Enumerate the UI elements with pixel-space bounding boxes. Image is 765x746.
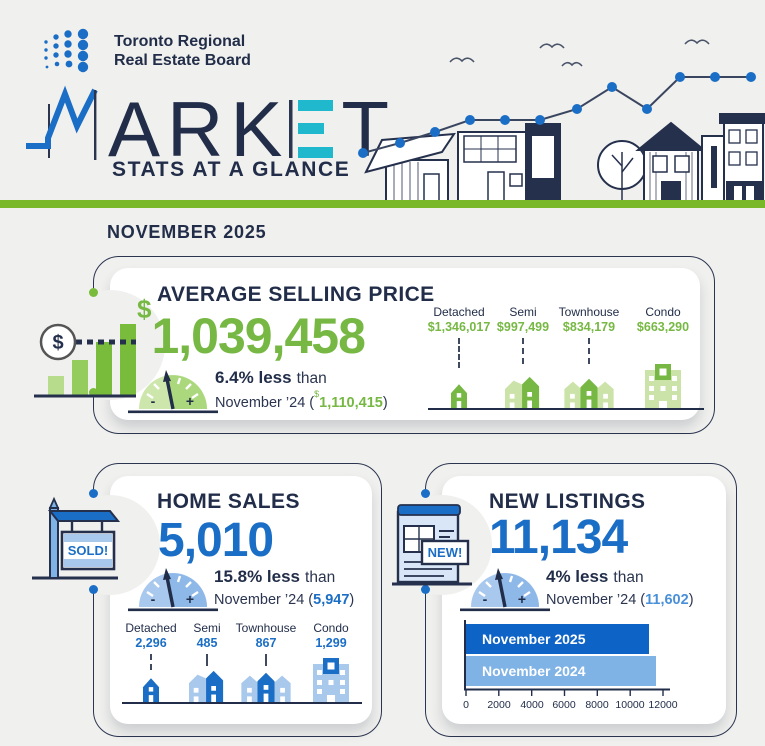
gauge-plus: + [186,393,194,409]
connector-dot [421,585,430,594]
new-listings-comparison: November ’24 (11,602) [546,591,694,608]
townhouse-icon [240,668,292,704]
dashed-connector [265,654,267,667]
connector-dot [89,288,98,297]
baseline-axis [428,408,704,410]
currency-symbol: $ [137,294,152,325]
axis-tick-label: 8000 [585,699,609,711]
dollar-glyph: $ [52,332,63,354]
dashed-connector [206,654,208,667]
average-price-comparison: November ’24 ($1,110,415) [215,388,388,411]
type-column-condo: Condo 1,299 [300,621,362,704]
axis-tick-label: 2000 [487,699,511,711]
average-price-title: AVERAGE SELLING PRICE [157,283,435,306]
gauge-minus: - [483,591,488,607]
cityscape-illustration [358,39,765,202]
average-price-value: $1,039,458 [137,294,366,364]
connector-dot [89,489,98,498]
brand-name: Toronto Regional Real Estate Board [114,33,251,71]
new-listings-value: 11,134 [489,511,628,564]
green-divider [0,200,765,208]
townhouse-icon [563,374,615,410]
gauge-icon: - + [128,370,218,414]
wordmark: ARK T [24,84,389,173]
type-column-semi: Semi $997,499 [492,305,554,410]
detached-house-icon [139,672,163,704]
baseline-axis [122,702,362,704]
new-label: NEW! [428,545,463,560]
type-column-semi: Semi 485 [180,621,234,704]
price-by-type-chart: Detached $1,346,017 Semi $997,499 Townho… [428,305,704,410]
sales-by-type-chart: Detached 2,296 Semi 485 Townhouse 867 Co… [122,621,362,704]
home-sales-change: 15.8% less than November ’24 (5,947) [214,567,355,608]
dashed-connector [522,338,524,365]
dashed-connector [458,338,460,369]
average-price-change: 6.4% less than November ’24 ($1,110,415) [215,368,388,411]
wordmark-ark: ARK [108,84,290,173]
brand-line2: Real Estate Board [114,51,251,69]
axis-tick-label: 10000 [615,699,645,711]
semi-house-icon [187,668,227,704]
axis-tick-label: 12000 [648,699,678,711]
market-e-bars-icon [289,100,334,158]
home-sales-value: 5,010 [158,514,274,567]
gauge-plus: + [518,591,526,607]
type-column-townhouse: Townhouse $834,179 [556,305,622,410]
type-column-townhouse: Townhouse 867 [234,621,298,704]
dashed-connector [150,654,152,671]
type-column-condo: Condo $663,290 [628,305,698,410]
type-column-detached: Detached 2,296 [122,621,180,704]
listings-bar-2025: November 2025 [466,624,649,654]
gauge-minus: - [151,393,156,409]
market-m-line-icon [26,85,98,160]
axis-tick-label: 4000 [520,699,544,711]
listings-bar-2024: November 2024 [466,656,656,686]
new-listing-icon: NEW! [392,504,472,586]
axis-tick-label: 6000 [552,699,576,711]
sold-label: SOLD! [68,543,108,558]
connector-dot [89,388,98,397]
semi-house-icon [503,374,543,410]
home-sales-card-outline [93,463,382,737]
condo-icon [644,364,682,410]
money-bars-icon: $ [34,323,136,398]
home-sales-title: HOME SALES [157,490,300,513]
axis-tick-label: 0 [463,699,469,711]
brand-line1: Toronto Regional [114,33,246,50]
connector-dot [89,585,98,594]
gauge-minus: - [151,591,156,607]
home-sales-comparison: November ’24 (5,947) [214,591,355,608]
new-listings-change: 4% less than November ’24 (11,602) [546,567,694,608]
new-listings-title: NEW LISTINGS [489,490,646,513]
chart-x-axis [464,688,670,696]
subtitle: STATS AT A GLANCE [112,158,351,181]
dashed-connector [588,338,590,365]
chart-y-axis [464,620,466,690]
trreb-logo-dots-icon [44,28,89,73]
condo-icon [312,658,350,704]
type-column-detached: Detached $1,346,017 [428,305,490,410]
detached-house-icon [447,378,471,410]
month-heading: NOVEMBER 2025 [107,222,267,242]
gauge-plus: + [186,591,194,607]
new-listings-card-outline [425,463,737,737]
gauge-icon: - + [128,568,218,612]
connector-dot [421,489,430,498]
sold-sign-icon: SOLD! [32,496,121,580]
gauge-icon: - + [460,568,550,612]
